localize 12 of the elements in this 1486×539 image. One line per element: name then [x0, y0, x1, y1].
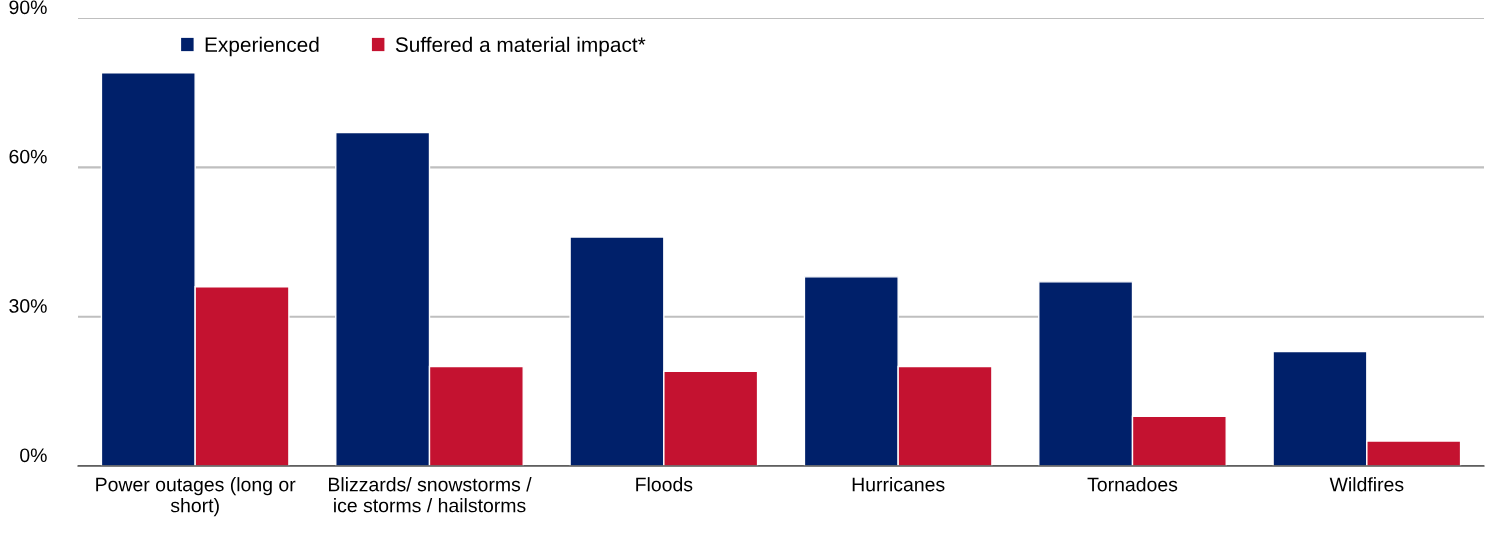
y-tick-label: 0%	[20, 448, 47, 463]
y-tick-label: 30%	[9, 299, 47, 313]
x-tick-label: Blizzards/ snowstorms / ice storms / hailstorms	[328, 477, 532, 513]
y-tick-label: 60%	[9, 149, 47, 164]
y-tick-label: 90%	[9, 0, 47, 15]
x-tick-label: Tornadoes	[1087, 477, 1178, 492]
x-tick-label: Power outages (long or short)	[96, 477, 296, 517]
x-tick-label: Wildfires	[1329, 477, 1404, 492]
x-tick-label: Hurricanes	[852, 477, 945, 492]
legend-label: Experienced	[205, 36, 319, 57]
legend-label: Suffered a material impact*	[395, 36, 646, 57]
x-tick-label: Floods	[636, 477, 693, 492]
